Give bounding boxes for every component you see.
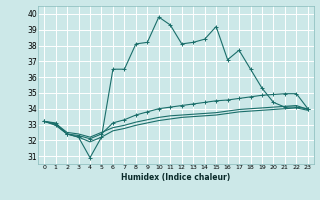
X-axis label: Humidex (Indice chaleur): Humidex (Indice chaleur) [121, 173, 231, 182]
